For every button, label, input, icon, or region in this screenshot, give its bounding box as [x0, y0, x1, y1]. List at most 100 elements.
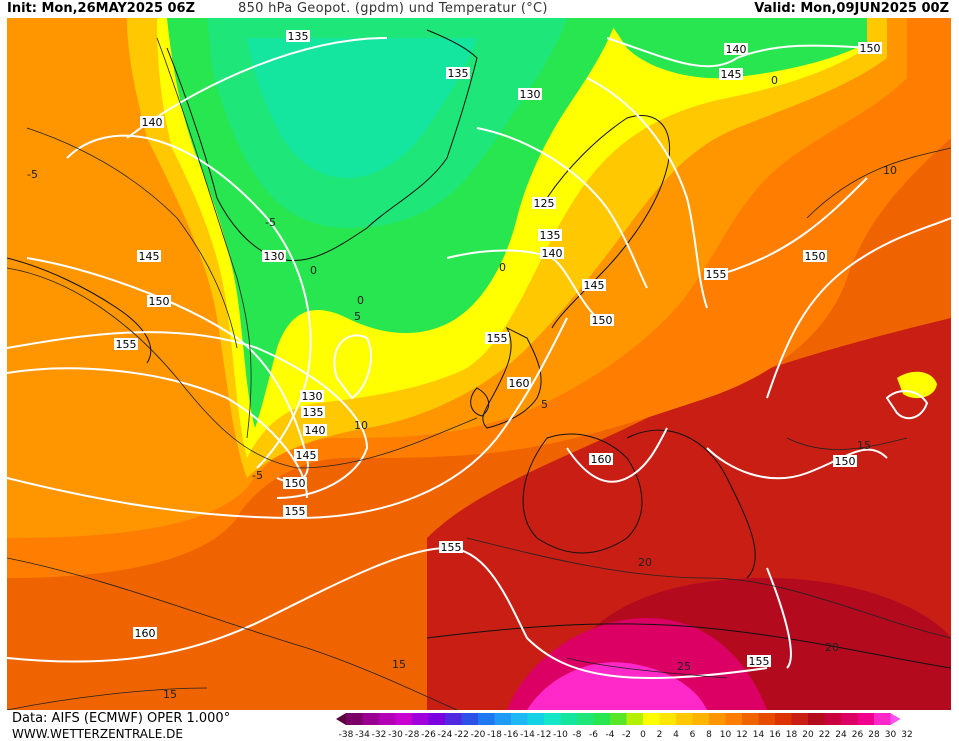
temp-band-sahara-max: [527, 662, 707, 710]
scale-tick-label: 30: [885, 730, 897, 740]
scale-tick-label: 0: [640, 730, 646, 740]
geopot-label: 130: [518, 88, 542, 101]
geopot-label: 150: [590, 314, 614, 327]
geopot-label: 150: [833, 455, 857, 468]
scale-swatch: [379, 713, 396, 725]
coastlines: [7, 29, 951, 669]
scale-swatch: [577, 713, 594, 725]
scale-tick-label: 20: [802, 730, 814, 740]
newfoundland-coast: [7, 257, 152, 364]
scale-swatch: [560, 713, 577, 725]
scale-arrow-right: [890, 713, 901, 725]
geopot-label: 145: [582, 279, 606, 292]
scale-tick-label: 4: [673, 730, 679, 740]
ireland-coast: [470, 387, 490, 417]
geopot-label: 160: [589, 453, 613, 466]
scale-swatch: [428, 713, 445, 725]
scale-tick-label: 14: [753, 730, 765, 740]
svg-text:130: 130: [520, 88, 541, 101]
svg-text:140: 140: [305, 424, 326, 437]
map-canvas: 135 135 130 140 145 140 150 145 150 155 …: [7, 18, 951, 710]
scale-tick-label: 12: [736, 730, 747, 740]
scale-swatch: [874, 713, 891, 725]
scale-tick-label: -24: [438, 730, 453, 740]
init-time: Init: Mon,26MAY2025 06Z: [7, 1, 196, 16]
data-source: Data: AIFS (ECMWF) OPER 1.000°: [12, 711, 231, 726]
svg-text:150: 150: [835, 455, 856, 468]
scale-tick-label: -4: [606, 730, 615, 740]
website-link[interactable]: WWW.WETTERZENTRALE.DE: [12, 727, 183, 741]
scale-swatch: [626, 713, 643, 725]
svg-text:145: 145: [721, 68, 742, 81]
scale-swatch: [775, 713, 792, 725]
scale-swatch: [445, 713, 462, 725]
geopot-label: 140: [303, 424, 327, 437]
scale-tick-label: 8: [706, 730, 712, 740]
geopot-label: 145: [294, 449, 318, 462]
geopot-label: 150: [283, 477, 307, 490]
geopot-label: 150: [147, 295, 171, 308]
scale-swatch: [478, 713, 495, 725]
geopot-label: 130: [262, 250, 286, 263]
scale-tick-labels: -38 -34 -32 -30 -28 -26 -24 -22 -20 -18 -16 -14 -12-…: [339, 730, 913, 740]
svg-text:160: 160: [591, 453, 612, 466]
scale-swatch: [857, 713, 874, 725]
svg-text:135: 135: [303, 406, 324, 419]
geopot-label: 155: [283, 505, 307, 518]
scale-tick-label: 24: [835, 730, 847, 740]
svg-text:150: 150: [285, 477, 306, 490]
geopot-label: 140: [724, 43, 748, 56]
scale-swatch: [742, 713, 759, 725]
temp-label: 0: [310, 264, 317, 277]
scale-swatch: [659, 713, 676, 725]
geopotential-label-layer: 135 135 130 140 145 140 150 145 150 155 …: [114, 30, 882, 668]
svg-text:155: 155: [441, 541, 462, 554]
scale-tick-label: -28: [405, 730, 420, 740]
scale-tick-label: -34: [355, 730, 370, 740]
temperature-isotherms: [7, 37, 951, 710]
geopot-label: 160: [507, 377, 531, 390]
scale-tick-label: 32: [901, 730, 912, 740]
scale-tick-label: -6: [589, 730, 598, 740]
geopot-label: 135: [446, 67, 470, 80]
temp-label: 25: [677, 660, 691, 673]
scale-swatch: [593, 713, 610, 725]
svg-text:135: 135: [448, 67, 469, 80]
temp-label: -5: [252, 469, 263, 482]
north-africa-coast: [426, 623, 951, 669]
svg-text:150: 150: [149, 295, 170, 308]
geopot-label: 125: [532, 197, 556, 210]
scale-tick-label: 6: [690, 730, 696, 740]
scale-swatch: [412, 713, 429, 725]
temp-label: -5: [265, 216, 276, 229]
geopot-label: 145: [137, 250, 161, 263]
svg-text:160: 160: [135, 627, 156, 640]
svg-text:130: 130: [302, 390, 323, 403]
temp-label: 0: [499, 261, 506, 274]
temp-label: 10: [354, 419, 368, 432]
scale-tick-label: -32: [372, 730, 387, 740]
svg-text:150: 150: [860, 42, 881, 55]
scale-swatch: [676, 713, 693, 725]
geopot-label: 140: [140, 116, 164, 129]
geopot-label: 160: [133, 627, 157, 640]
scale-swatch: [362, 713, 379, 725]
svg-text:155: 155: [116, 338, 137, 351]
scale-swatch: [643, 713, 660, 725]
scale-tick-label: -10: [553, 730, 568, 740]
svg-text:140: 140: [542, 247, 563, 260]
svg-text:150: 150: [805, 250, 826, 263]
geopot-label: 155: [704, 268, 728, 281]
scale-swatch: [758, 713, 775, 725]
scale-tick-label: -26: [421, 730, 436, 740]
temp-label: 20: [638, 556, 652, 569]
weather-map: 135 135 130 140 145 140 150 145 150 155 …: [7, 18, 951, 710]
scale-swatch: [461, 713, 478, 725]
scale-swatch: [824, 713, 841, 725]
geopot-label: 140: [540, 247, 564, 260]
map-header: Init: Mon,26MAY2025 06Z 850 hPa Geopot. …: [0, 0, 959, 18]
iberia-coast: [522, 433, 643, 554]
scale-tick-label: 16: [769, 730, 781, 740]
scale-tick-label: -38: [339, 730, 354, 740]
scale-swatch: [610, 713, 627, 725]
